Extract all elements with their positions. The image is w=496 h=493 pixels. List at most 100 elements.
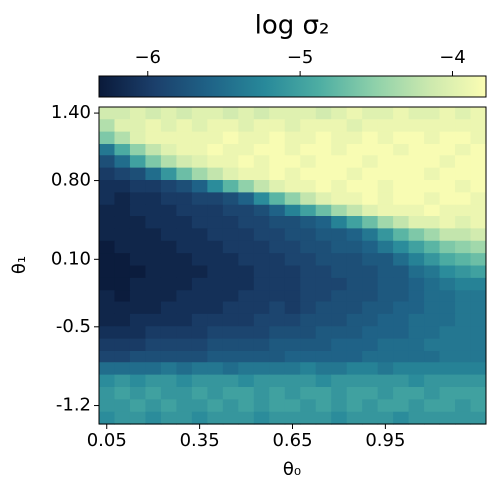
heatmap-cell: [424, 155, 441, 169]
heatmap-cell: [176, 228, 193, 242]
heatmap-cell: [238, 106, 255, 120]
heatmap-cell: [439, 277, 456, 291]
heatmap-cell: [129, 411, 146, 425]
heatmap-cell: [176, 119, 193, 133]
heatmap-cell: [470, 253, 487, 266]
heatmap-cell: [331, 301, 348, 315]
y-tick-label: 0.10: [51, 248, 91, 269]
heatmap-cell: [253, 192, 270, 206]
heatmap-cell: [377, 399, 394, 413]
heatmap-cell: [439, 119, 456, 133]
heatmap-cell: [145, 362, 162, 376]
heatmap-cell: [114, 338, 131, 352]
heatmap-cell: [424, 326, 441, 340]
heatmap-cell: [393, 362, 410, 376]
heatmap-cell: [207, 277, 224, 291]
heatmap-cell: [362, 240, 379, 254]
heatmap-cell: [238, 277, 255, 291]
heatmap-cell: [331, 253, 348, 266]
heatmap-cell: [284, 155, 301, 169]
heatmap-cell: [238, 119, 255, 133]
heatmap-cell: [455, 277, 472, 291]
heatmap-cell: [315, 265, 332, 279]
heatmap-cell: [315, 106, 332, 120]
heatmap-cell: [114, 350, 131, 364]
heatmap-cell: [191, 180, 208, 193]
heatmap-cell: [346, 228, 363, 242]
heatmap-cell: [253, 290, 270, 304]
heatmap-cell: [176, 313, 193, 327]
heatmap-cell: [238, 313, 255, 327]
heatmap-cell: [315, 386, 332, 400]
heatmap-cell: [315, 399, 332, 413]
heatmap-cell: [377, 192, 394, 206]
heatmap-cell: [300, 265, 317, 279]
x-tick-label: 0.35: [180, 430, 220, 451]
heatmap-cell: [284, 180, 301, 193]
heatmap-cell: [300, 362, 317, 376]
heatmap-cell: [331, 204, 348, 218]
heatmap-cell: [331, 399, 348, 413]
heatmap-cell: [191, 411, 208, 425]
heatmap-cell: [114, 411, 131, 425]
heatmap-cell: [439, 216, 456, 229]
heatmap-cell: [238, 411, 255, 425]
heatmap-cell: [207, 240, 224, 254]
heatmap-cell: [129, 350, 146, 364]
heatmap-cell: [300, 119, 317, 133]
heatmap-cell: [362, 131, 379, 145]
heatmap-cell: [129, 106, 146, 120]
heatmap-cell: [191, 131, 208, 145]
heatmap-cell: [300, 180, 317, 193]
heatmap-cell: [393, 350, 410, 364]
heatmap-cell: [114, 167, 131, 181]
heatmap-cell: [393, 290, 410, 304]
heatmap-cell: [176, 290, 193, 304]
heatmap-cell: [207, 374, 224, 388]
heatmap-cell: [362, 374, 379, 388]
heatmap-cell: [362, 216, 379, 229]
heatmap-cell: [315, 240, 332, 254]
heatmap-cell: [129, 216, 146, 229]
heatmap-cell: [191, 277, 208, 291]
chart-title: log σ₂: [255, 11, 330, 41]
heatmap-cell: [470, 167, 487, 181]
heatmap-cell: [222, 180, 239, 193]
heatmap-cell: [455, 362, 472, 376]
heatmap-cell: [377, 167, 394, 181]
heatmap-cell: [331, 216, 348, 229]
heatmap-cell: [346, 144, 363, 157]
heatmap-cell: [346, 411, 363, 425]
heatmap-cell: [191, 228, 208, 242]
heatmap-cell: [176, 326, 193, 340]
heatmap-cell: [114, 362, 131, 376]
heatmap-cell: [439, 399, 456, 413]
heatmap-cell: [269, 326, 286, 340]
heatmap-cell: [331, 374, 348, 388]
heatmap-cell: [207, 131, 224, 145]
heatmap-cell: [160, 386, 177, 400]
heatmap-cell: [176, 216, 193, 229]
heatmap-cell: [222, 119, 239, 133]
heatmap-cell: [114, 216, 131, 229]
heatmap-cell: [253, 204, 270, 218]
heatmap-cell: [222, 253, 239, 266]
heatmap-cell: [300, 216, 317, 229]
heatmap-cell: [408, 326, 425, 340]
heatmap-cell: [331, 155, 348, 169]
heatmap-cell: [145, 290, 162, 304]
heatmap-cell: [331, 350, 348, 364]
heatmap-cell: [269, 216, 286, 229]
heatmap-cell: [331, 167, 348, 181]
heatmap-cell: [439, 180, 456, 193]
heatmap-cell: [377, 144, 394, 157]
heatmap-cell: [238, 155, 255, 169]
heatmap-cell: [362, 362, 379, 376]
heatmap-cell: [284, 228, 301, 242]
heatmap-cell: [145, 106, 162, 120]
heatmap-cell: [253, 399, 270, 413]
heatmap-cell: [207, 290, 224, 304]
heatmap-cell: [160, 119, 177, 133]
heatmap-cell: [129, 167, 146, 181]
